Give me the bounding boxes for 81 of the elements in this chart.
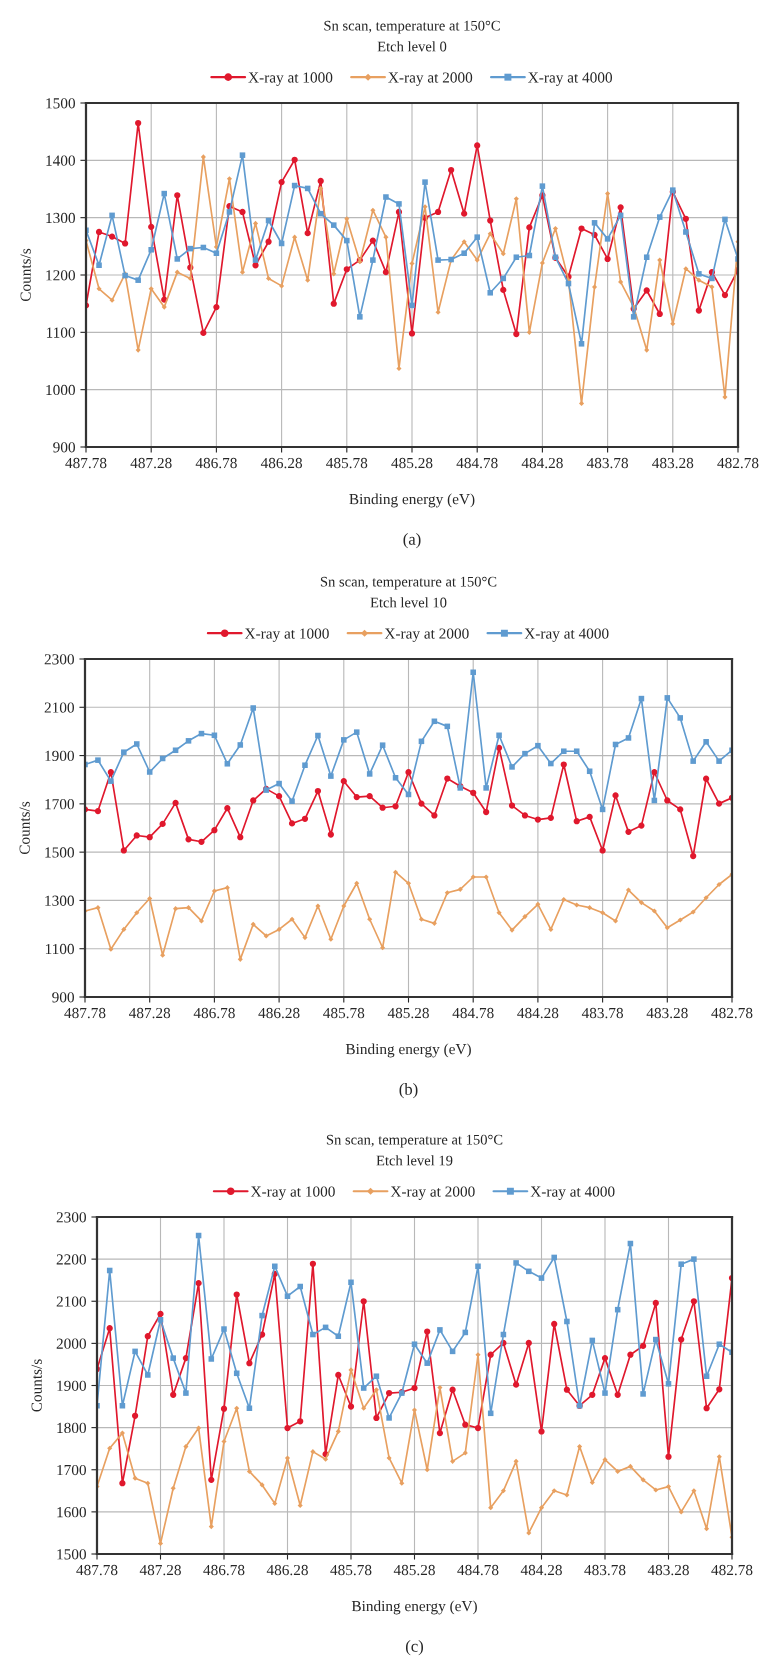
x-tick-label: 486.28 xyxy=(260,457,303,469)
x-tick-label: 487.78 xyxy=(65,457,107,469)
x-tick-label: 484.78 xyxy=(457,1564,499,1576)
legend-label: X-ray at 1000 xyxy=(244,628,329,642)
x-tick-label: 487.28 xyxy=(128,1007,171,1019)
legend-label: X-ray at 1000 xyxy=(250,1186,335,1200)
y-tick-label: 1600 xyxy=(57,1507,86,1518)
chart-title: Sn scan, temperature at 150°C xyxy=(320,576,497,590)
text: (b) xyxy=(399,1083,418,1099)
x-tick-label: 482.78 xyxy=(717,457,759,469)
x-axis-title: Binding energy (eV) xyxy=(349,493,475,508)
x-tick-label: 486.78 xyxy=(203,1564,245,1576)
y-tick-label: 2200 xyxy=(56,1254,86,1265)
x-tick-label: 483.78 xyxy=(581,1007,624,1019)
x-tick-label: 485.28 xyxy=(393,1564,435,1576)
y-tick-label: 1800 xyxy=(57,1422,86,1434)
x-tick-label: 483.28 xyxy=(652,457,694,469)
y-tick-label: 1500 xyxy=(45,847,74,858)
y-tick-label: 1700 xyxy=(45,799,74,810)
y-tick-label: 1500 xyxy=(46,98,75,109)
legend-label: X-ray at 2000 xyxy=(390,1186,475,1200)
legend-label: X-ray at 2000 xyxy=(388,72,473,86)
x-tick-label: 487.28 xyxy=(130,457,172,469)
chart-title: Sn scan, temperature at 150°C xyxy=(326,1134,503,1148)
x-tick-label: 486.78 xyxy=(193,1007,235,1019)
x-tick-label: 483.28 xyxy=(647,1564,689,1576)
y-tick-label: 2000 xyxy=(56,1338,86,1349)
x-tick-label: 486.78 xyxy=(195,457,237,469)
x-tick-label: 487.78 xyxy=(64,1007,106,1019)
chart-subtitle: Etch level 19 xyxy=(376,1155,453,1166)
x-tick-label: 483.78 xyxy=(586,457,629,469)
x-tick-label: 485.28 xyxy=(391,457,433,469)
y-tick-label: 2100 xyxy=(44,702,74,713)
x-tick-label: 487.78 xyxy=(76,1564,118,1576)
x-tick-label: 485.78 xyxy=(326,457,368,469)
x-tick-label: 487.28 xyxy=(139,1564,181,1576)
x-tick-label: 483.28 xyxy=(646,1007,688,1019)
y-tick-label: 1900 xyxy=(57,1380,86,1391)
y-axis-title: Counts/s xyxy=(19,801,30,855)
legend-label: X-ray at 2000 xyxy=(384,628,469,642)
x-tick-label: 485.78 xyxy=(330,1564,372,1576)
x-tick-label: 482.78 xyxy=(711,1007,753,1019)
x-tick-label: 484.78 xyxy=(452,1007,494,1019)
y-tick-label: 1300 xyxy=(45,895,74,906)
y-tick-label: 2100 xyxy=(56,1296,86,1307)
x-tick-label: 486.28 xyxy=(266,1564,308,1576)
x-tick-label: 486.28 xyxy=(258,1007,300,1019)
legend-label: X-ray at 4000 xyxy=(530,1186,615,1200)
y-tick-label: 1400 xyxy=(46,155,75,166)
chart-subtitle: Etch level 10 xyxy=(370,597,447,608)
y-tick-label: 1100 xyxy=(46,327,75,338)
legend-label: X-ray at 4000 xyxy=(528,72,613,86)
y-tick-label: 1200 xyxy=(46,270,75,281)
y-tick-label: 1700 xyxy=(57,1464,86,1476)
y-tick-label: 1100 xyxy=(45,943,74,955)
x-axis-title: Binding energy (eV) xyxy=(351,1600,477,1615)
x-axis-title: Binding energy (eV) xyxy=(345,1043,471,1058)
y-tick-label: 2300 xyxy=(44,654,74,665)
y-tick-label: 1900 xyxy=(45,750,74,762)
y-tick-label: 1300 xyxy=(46,212,75,224)
text: (a) xyxy=(403,533,421,549)
y-tick-label: 900 xyxy=(52,992,74,1003)
chart-title: Sn scan, temperature at 150°C xyxy=(324,20,500,34)
legend-label: X-ray at 4000 xyxy=(524,628,609,642)
x-tick-label: 484.28 xyxy=(520,1564,562,1576)
x-tick-label: 485.78 xyxy=(323,1007,365,1019)
x-tick-label: 485.28 xyxy=(387,1007,429,1019)
x-tick-label: 484.78 xyxy=(456,457,498,469)
y-axis-title: Counts/s xyxy=(20,248,31,302)
x-tick-label: 483.78 xyxy=(584,1564,626,1576)
y-tick-label: 900 xyxy=(53,442,75,453)
text: (c) xyxy=(405,1640,424,1656)
y-tick-label: 1000 xyxy=(46,384,75,396)
x-tick-label: 484.28 xyxy=(517,1007,559,1019)
chart-subtitle: Etch level 0 xyxy=(377,41,447,52)
y-tick-label: 2300 xyxy=(56,1212,86,1223)
y-tick-label: 1500 xyxy=(57,1549,86,1560)
x-tick-label: 482.78 xyxy=(711,1564,753,1576)
legend-label: X-ray at 1000 xyxy=(248,72,333,86)
x-tick-label: 484.28 xyxy=(521,457,563,469)
y-axis-title: Counts/s xyxy=(31,1359,42,1412)
